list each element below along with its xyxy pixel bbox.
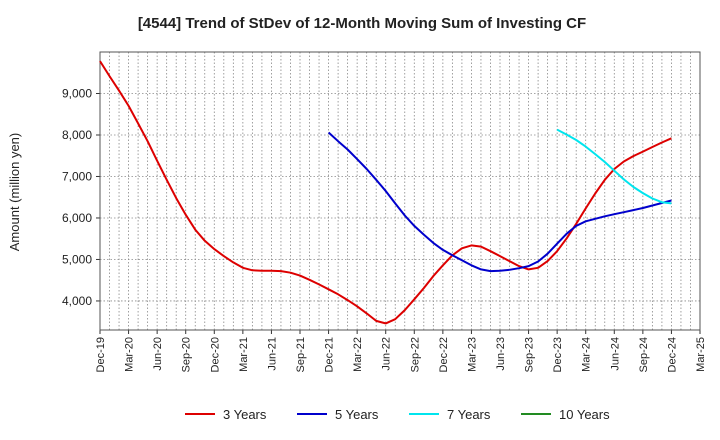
legend-label-7-years: 7 Years (447, 407, 491, 422)
x-tick-label: Jun-20 (152, 337, 164, 371)
x-tick-label: Jun-22 (381, 337, 393, 371)
x-tick-label: Sep-23 (524, 337, 536, 372)
y-tick-label: 8,000 (62, 128, 92, 142)
x-tick-label: Mar-20 (124, 337, 136, 372)
x-tick-label: Dec-23 (552, 337, 564, 372)
legend-label-5-years: 5 Years (335, 407, 379, 422)
x-tick-label: Sep-24 (638, 337, 650, 372)
y-tick-label: 7,000 (62, 169, 92, 183)
y-tick-label: 6,000 (62, 211, 92, 225)
series-line-3-years (99, 60, 672, 325)
x-tick-label: Jun-24 (609, 337, 621, 371)
legend-label-3-years: 3 Years (223, 407, 267, 422)
x-tick-label: Dec-19 (95, 337, 107, 372)
y-tick-label: 9,000 (62, 86, 92, 100)
plot-area: 4,000 5,000 6,000 7,000 8,000 9,000 Dec-19 Mar-… (62, 51, 707, 372)
x-tick-label: Mar-21 (238, 337, 250, 372)
chart-title: [4544] Trend of StDev of 12-Month Moving… (138, 15, 586, 32)
legend: 3 Years 5 Years 7 Years 10 Years (185, 407, 610, 422)
plot-border (99, 51, 701, 331)
x-tick-label: Mar-25 (695, 337, 707, 372)
x-tick-label: Jun-21 (266, 337, 278, 371)
series-line-7-years (556, 128, 672, 205)
x-tick-label: Dec-22 (438, 337, 450, 372)
x-tick-label: Mar-22 (352, 337, 364, 372)
plot-background (100, 52, 700, 330)
legend-label-10-years: 10 Years (559, 407, 610, 422)
series-line-5-years (327, 131, 672, 273)
x-tick-label: Sep-22 (409, 337, 421, 372)
y-axis-label: Amount (million yen) (7, 133, 22, 252)
x-tick-label: Dec-20 (209, 337, 221, 372)
x-tick-label: Dec-21 (324, 337, 336, 372)
x-tick-label: Mar-24 (581, 337, 593, 372)
x-tick-label: Sep-21 (295, 337, 307, 372)
x-tick-label: Sep-20 (181, 337, 193, 372)
x-tick-label: Mar-23 (466, 337, 478, 372)
y-tick-label: 5,000 (62, 252, 92, 266)
y-tick-label: 4,000 (62, 294, 92, 308)
x-tick-label: Dec-24 (666, 337, 678, 372)
x-tick-label: Jun-23 (495, 337, 507, 371)
